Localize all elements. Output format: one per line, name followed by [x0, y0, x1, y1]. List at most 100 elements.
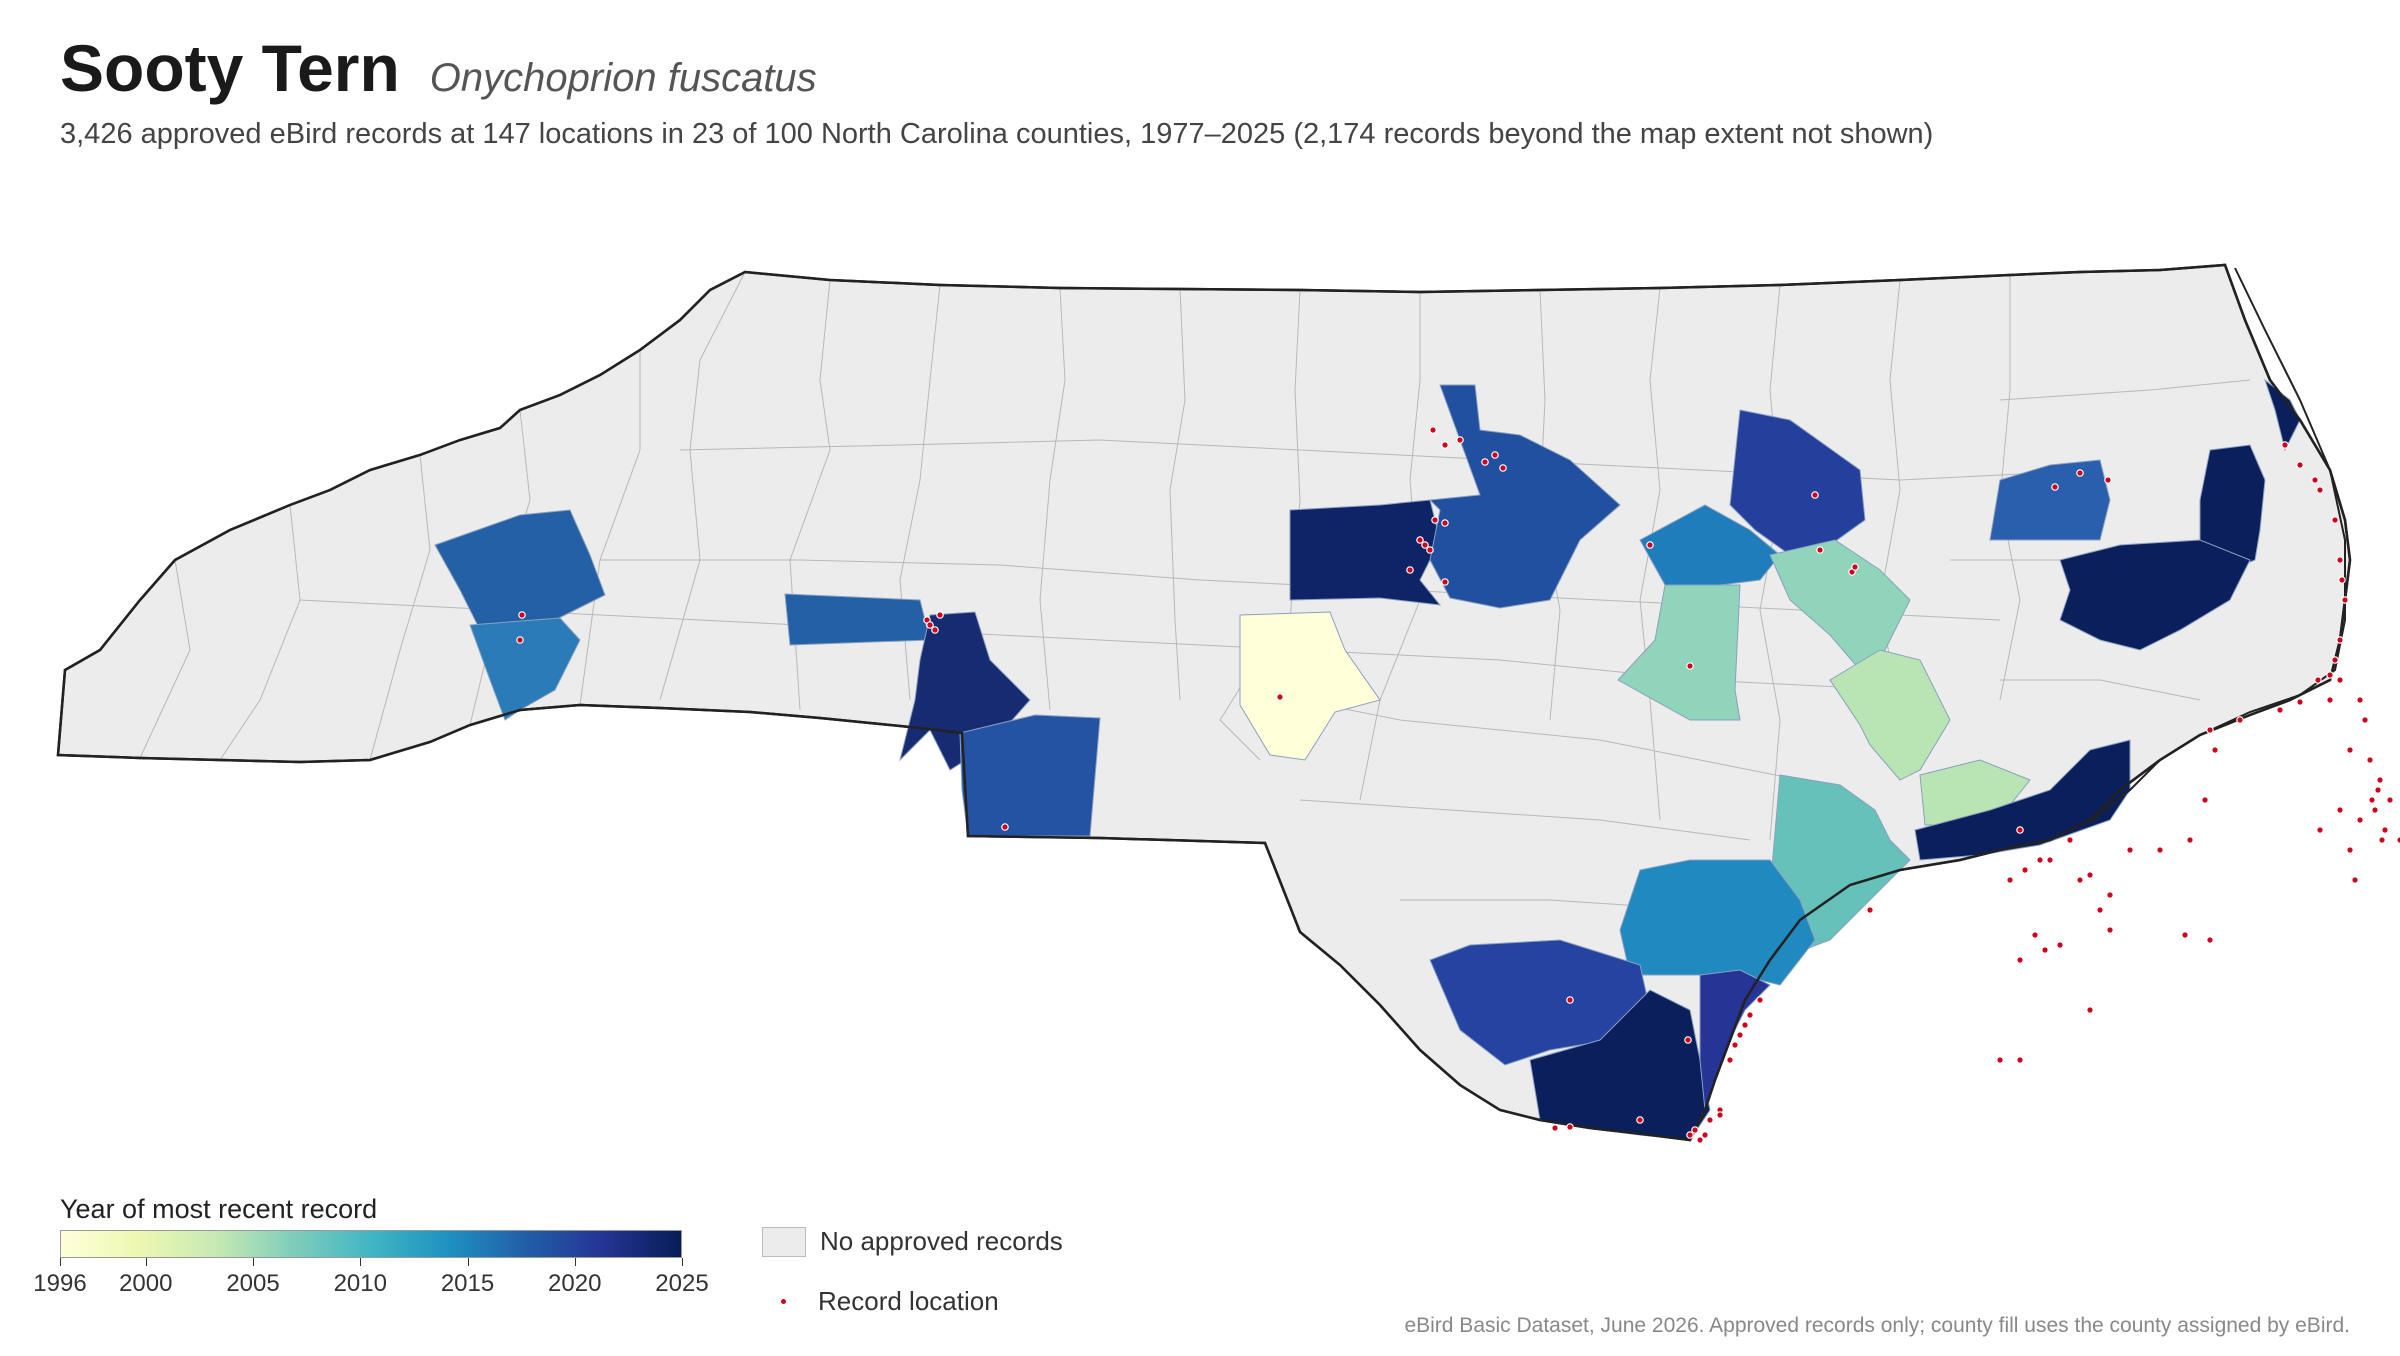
record-location-dot: [1431, 516, 1439, 524]
colorbar-tick-label: 2020: [548, 1270, 602, 1297]
record-location-dot: [2096, 906, 2104, 914]
record-location-dot: [1646, 541, 1654, 549]
county-fill: [2059, 539, 2251, 651]
colorbar-tick: [145, 1258, 147, 1266]
record-location-dot: [2296, 461, 2304, 469]
record-location-dot: [2326, 696, 2334, 704]
record-location-dot: [2016, 956, 2024, 964]
record-location-dot: [2086, 1006, 2094, 1014]
record-location-dot: [2296, 698, 2304, 706]
county-fill: [1989, 459, 2111, 541]
record-location-dot: [2336, 636, 2344, 644]
record-location-dot: [2041, 946, 2049, 954]
record-location-label: Record location: [818, 1286, 999, 1316]
record-location-dot: [2156, 846, 2164, 854]
record-location-dot: [516, 636, 524, 644]
record-location-dot: [1726, 1056, 1734, 1064]
record-location-dot: [1456, 436, 1464, 444]
county-fill: [1617, 584, 1741, 721]
colorbar-tick-label: 2025: [655, 1270, 709, 1297]
record-location-dot: [2336, 806, 2344, 814]
record-location-dot: [1996, 1056, 2004, 1064]
legend-title: Year of most recent record: [60, 1194, 378, 1224]
record-location-dot: [1706, 1116, 1714, 1124]
county-fill: [1428, 384, 1621, 609]
record-location-dot: [2051, 483, 2059, 491]
record-dots: [516, 426, 2400, 1144]
record-location-dot: [2396, 836, 2400, 844]
county-fill: [434, 509, 606, 631]
record-location-dot: [2186, 836, 2194, 844]
record-location-dot: [2381, 826, 2389, 834]
record-location-dot: [1686, 662, 1694, 670]
county-fill: [2263, 378, 2301, 452]
scientific-name: Onychoprion fuscatus: [429, 56, 817, 100]
record-location-dot: [1421, 541, 1429, 549]
record-location-dot: [1001, 823, 1009, 831]
colorbar-tick-label: 2005: [226, 1270, 280, 1297]
record-location-dot: [1731, 1041, 1739, 1049]
record-location-dot: [2336, 556, 2344, 564]
record-location-dot: [2346, 746, 2354, 754]
record-location-dot: [2206, 726, 2214, 734]
record-location-dot: [2356, 696, 2364, 704]
record-location-dot: [2211, 746, 2219, 754]
colorbar-tick: [253, 1258, 255, 1266]
colorbar-tick: [60, 1258, 61, 1266]
record-location-dot: [1636, 1116, 1644, 1124]
no-records-key: No approved records: [762, 1226, 1063, 1257]
record-location-dot: [1716, 1111, 1724, 1119]
record-location-dot: [2386, 796, 2394, 804]
record-location-dot: [2104, 476, 2112, 484]
no-records-label: No approved records: [820, 1226, 1063, 1256]
record-location-dot: [2366, 756, 2374, 764]
record-location-dot: [2356, 816, 2364, 824]
record-location-dot: [2031, 931, 2039, 939]
record-location-dot: [2006, 876, 2014, 884]
record-location-dot: [2206, 936, 2214, 944]
colorbar-tick-label: 2000: [119, 1270, 173, 1297]
record-location-dot: [2368, 796, 2376, 804]
record-location-dot: [2106, 926, 2114, 934]
source-note: eBird Basic Dataset, June 2026. Approved…: [1404, 1314, 2350, 1337]
record-location-dot: [2056, 941, 2064, 949]
county-fill: [1769, 539, 1911, 671]
record-location-dot: [2374, 786, 2382, 794]
county-fill: [1289, 499, 1442, 606]
record-location-dot: [2314, 676, 2322, 684]
record-location-dot: [2371, 806, 2379, 814]
record-location-dot: [2201, 796, 2209, 804]
record-location-dot: [2236, 716, 2244, 724]
map-subtitle: 3,426 approved eBird records at 147 loca…: [60, 118, 1934, 150]
record-location-dot: [2086, 871, 2094, 879]
record-location-dot: [1811, 491, 1819, 499]
county-fill: [784, 593, 931, 646]
record-location-dot: [1741, 1021, 1749, 1029]
record-location-dot: [2016, 1056, 2024, 1064]
record-location-dot: [1566, 1123, 1574, 1131]
record-location-dot: [1441, 578, 1449, 586]
record-location-dot: [2341, 596, 2349, 604]
record-location-dot: [1756, 996, 1764, 1004]
county-fill: [469, 617, 581, 721]
record-location-dot: [2276, 706, 2284, 714]
no-records-swatch: [762, 1226, 806, 1257]
record-location-dot: [1736, 1031, 1744, 1039]
record-location-dot: [1684, 1036, 1692, 1044]
colorbar-tick: [360, 1258, 362, 1266]
record-location-dot: [2378, 836, 2386, 844]
title-row: Sooty Tern Onychoprion fuscatus: [60, 30, 817, 106]
record-location-dot: [1406, 566, 1414, 574]
record-location-key: Record location: [762, 1286, 999, 1317]
record-location-dot: [2326, 671, 2334, 679]
record-location-dot: [2336, 676, 2344, 684]
colorbar-tick-label: 2010: [333, 1270, 387, 1297]
map-title: Sooty Tern: [60, 31, 400, 105]
colorbar-tick: [574, 1258, 576, 1266]
record-location-dot: [1851, 563, 1859, 571]
record-location-dot: [2021, 866, 2029, 874]
county-fill: [1239, 611, 1381, 761]
barrier-islands: [2089, 267, 2346, 823]
record-location-dot: [2331, 516, 2339, 524]
record-location-dot: [1429, 426, 1437, 434]
